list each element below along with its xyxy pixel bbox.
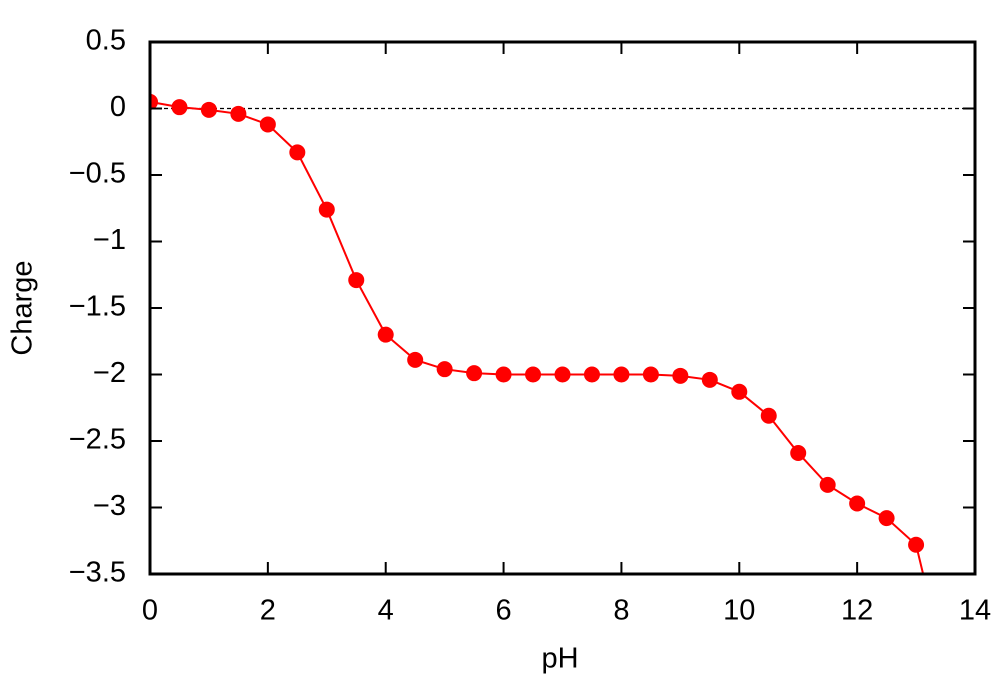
y-tick-label: −2 — [93, 357, 126, 389]
data-point — [819, 476, 836, 493]
data-point — [701, 371, 718, 388]
data-point — [583, 366, 600, 383]
x-tick-label: 0 — [142, 595, 158, 627]
x-tick-label: 12 — [841, 595, 873, 627]
data-point — [495, 366, 512, 383]
x-tick-label: 2 — [260, 595, 276, 627]
y-tick-label: −3 — [93, 490, 126, 522]
plot-area — [150, 93, 975, 675]
data-point — [436, 361, 453, 378]
data-point — [348, 272, 365, 289]
data-point — [672, 367, 689, 384]
data-point — [150, 93, 158, 110]
data-point — [613, 366, 630, 383]
data-point — [230, 105, 247, 122]
y-tick-label: −0.5 — [69, 158, 126, 190]
data-point — [554, 366, 571, 383]
data-point — [171, 99, 188, 116]
x-tick-label: 8 — [613, 595, 629, 627]
data-point — [849, 495, 866, 512]
data-point — [790, 444, 807, 461]
x-axis-label: pH — [541, 643, 578, 675]
y-tick-label: 0.5 — [86, 25, 126, 57]
data-point — [878, 510, 895, 527]
data-line — [150, 100, 925, 574]
y-tick-label: 0 — [110, 91, 126, 123]
y-axis-label: Charge — [7, 260, 39, 355]
data-point — [377, 326, 394, 343]
data-point — [731, 383, 748, 400]
x-tick-label: 14 — [959, 595, 991, 627]
data-point — [525, 366, 542, 383]
data-point — [200, 101, 217, 118]
data-point — [289, 144, 306, 161]
y-tick-label: −3.5 — [69, 557, 126, 589]
x-tick-label: 4 — [378, 595, 394, 627]
data-point — [259, 116, 276, 133]
x-tick-label: 10 — [723, 595, 755, 627]
data-point — [407, 351, 424, 368]
data-point — [318, 201, 335, 218]
y-tick-label: −1 — [93, 224, 126, 256]
x-tick-label: 6 — [496, 595, 512, 627]
data-point — [908, 536, 925, 553]
data-point — [466, 365, 483, 382]
data-point — [642, 366, 659, 383]
data-point — [938, 659, 954, 675]
y-tick-label: −2.5 — [69, 424, 126, 456]
data-point — [760, 407, 777, 424]
y-tick-label: −1.5 — [69, 291, 126, 323]
